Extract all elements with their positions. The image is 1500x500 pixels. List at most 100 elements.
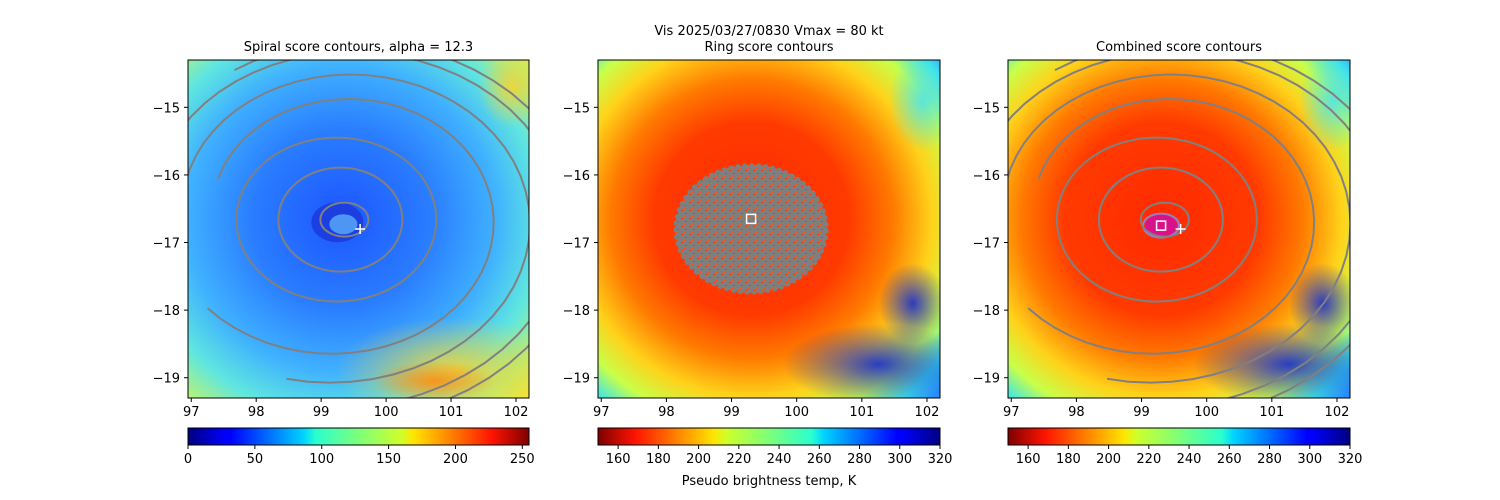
y-tick-label: −18: [973, 304, 1000, 319]
colorbar-tick-label: 300: [887, 452, 912, 467]
heatmap-image: [188, 60, 529, 398]
x-tick-label: 99: [1133, 405, 1150, 420]
colorbar: [1008, 428, 1350, 445]
x-tick-label: 98: [1068, 405, 1085, 420]
x-tick-label: 97: [1003, 405, 1020, 420]
contour-ring: [1055, 136, 1258, 303]
contour-arc: [188, 60, 529, 398]
y-tick-label: −17: [153, 237, 180, 252]
x-tick-label: 101: [1259, 405, 1284, 420]
y-tick-label: −15: [153, 101, 180, 116]
colorbar-tick-label: 220: [1136, 452, 1161, 467]
colorbar-tick-label: 320: [1338, 452, 1363, 467]
contour-lines: [1008, 60, 1350, 398]
contour-arc: [1008, 60, 1350, 398]
colorbar-frame: [1007, 427, 1351, 446]
x-tick-label: 98: [658, 405, 675, 420]
center-plus-marker: [1175, 224, 1186, 234]
y-tick-label: −16: [153, 169, 180, 184]
contour-arc: [206, 97, 495, 355]
cold-clouds: [782, 323, 940, 398]
axes-frame: [1007, 59, 1351, 399]
y-tick-label: −16: [973, 169, 1000, 184]
panel-title: Ring score contours: [704, 40, 833, 55]
colorbar: [188, 428, 529, 445]
colorbar-tick-label: 160: [606, 452, 631, 467]
x-tick-label: 99: [723, 405, 740, 420]
x-tick-label: 101: [849, 405, 874, 420]
colorbar-tick-label: 150: [376, 452, 401, 467]
center-square-marker: [1155, 220, 1167, 231]
x-tick-label: 102: [1325, 405, 1350, 420]
axes-frame: [187, 59, 530, 399]
cold-clouds-right: [1288, 262, 1350, 344]
cold-corner: [1298, 60, 1350, 152]
colorbar-tick-label: 260: [1217, 452, 1242, 467]
colorbar-tick-label: 50: [247, 452, 264, 467]
contour-lines: [188, 60, 529, 398]
x-tick-label: 102: [915, 405, 940, 420]
eye-region: [1145, 214, 1178, 237]
figure-title: Vis 2025/03/27/0830 Vmax = 80 kt: [654, 24, 883, 39]
y-tick-label: −19: [973, 372, 1000, 387]
colorbar-tick-label: 100: [309, 452, 334, 467]
x-tick-label: 97: [593, 405, 610, 420]
colorbar-frame: [187, 427, 530, 446]
colorbar-label: Pseudo brightness temp, K: [682, 474, 857, 489]
y-tick-label: −18: [153, 304, 180, 319]
colorbar-tick-label: 300: [1297, 452, 1322, 467]
colorbar-tick-label: 320: [928, 452, 953, 467]
contour-ring: [319, 201, 370, 238]
colorbar-tick-label: 280: [847, 452, 872, 467]
y-tick-label: −17: [973, 237, 1000, 252]
eyewall-mask: [675, 164, 828, 293]
x-tick-label: 97: [183, 405, 200, 420]
contour-ring: [235, 136, 438, 303]
contour-ring: [1097, 166, 1224, 273]
cold-clouds-right: [878, 262, 940, 344]
y-tick-label: −15: [563, 101, 590, 116]
colorbar: [598, 428, 940, 445]
center-square-marker: [745, 213, 757, 225]
eyewall-edge: [673, 163, 829, 295]
x-tick-label: 100: [374, 405, 399, 420]
center-plus-marker: [355, 224, 366, 234]
eye-bright: [329, 214, 358, 235]
contour-arc: [1008, 73, 1350, 384]
colorbar-tick-label: 200: [443, 452, 468, 467]
colorbar-tick-label: 240: [767, 452, 792, 467]
contour-ring: [1139, 201, 1190, 238]
colorbar-tick-label: 240: [1177, 452, 1202, 467]
x-tick-label: 100: [784, 405, 809, 420]
colorbar-tick-label: 200: [686, 452, 711, 467]
panel-title: Combined score contours: [1096, 40, 1262, 55]
contour-ring: [277, 166, 404, 273]
heatmap-image: [1008, 60, 1350, 398]
colorbar-tick-label: 200: [1096, 452, 1121, 467]
y-tick-label: −19: [153, 372, 180, 387]
colorbar-frame: [597, 427, 941, 446]
y-tick-label: −18: [563, 304, 590, 319]
y-tick-label: −19: [563, 372, 590, 387]
panel-title: Spiral score contours, alpha = 12.3: [244, 40, 473, 55]
x-tick-label: 101: [439, 405, 464, 420]
x-tick-label: 102: [504, 405, 529, 420]
colorbar-tick-label: 160: [1016, 452, 1041, 467]
panel-spiral: Spiral score contours, alpha = 12.3 97 98 9…: [153, 40, 535, 467]
cold-clouds: [1192, 323, 1350, 398]
colorbar-tick-label: 260: [807, 452, 832, 467]
convection-corner: [477, 60, 529, 128]
cold-corner: [888, 60, 940, 152]
convection-core: [372, 360, 495, 398]
colorbar-tick-label: 0: [184, 452, 192, 467]
colorbar-tick-label: 220: [726, 452, 751, 467]
panel-ring: Ring score contours 97 98 99 100 101 102 −15 −16…: [563, 40, 953, 467]
contour-arc: [188, 73, 529, 384]
y-tick-label: −17: [563, 237, 590, 252]
x-tick-label: 100: [1194, 405, 1219, 420]
colorbar-tick-label: 180: [646, 452, 671, 467]
axes-frame: [597, 59, 941, 399]
colorbar-tick-label: 180: [1056, 452, 1081, 467]
colorbar-tick-label: 280: [1257, 452, 1282, 467]
